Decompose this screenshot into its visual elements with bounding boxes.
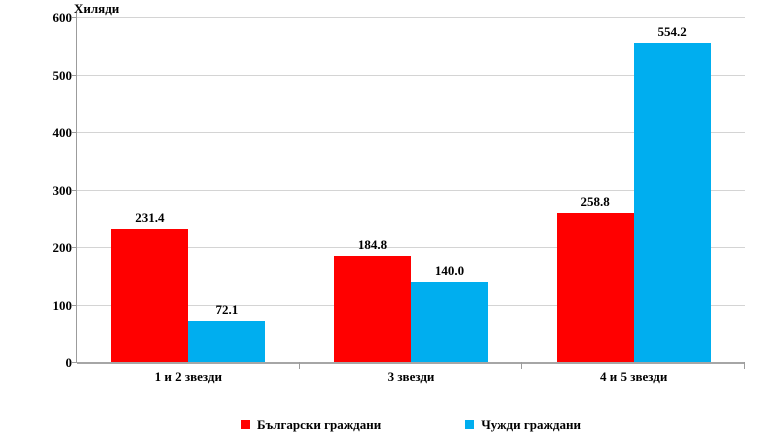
y-axis-tick xyxy=(72,74,77,76)
legend-label: Чужди граждани xyxy=(481,417,581,432)
y-tick-label: 600 xyxy=(52,10,73,25)
y-tick-label: 300 xyxy=(52,182,73,198)
gridline xyxy=(77,74,745,76)
gridline xyxy=(77,17,745,18)
bar xyxy=(111,228,189,362)
y-axis-title: Хиляди xyxy=(74,1,120,16)
bar xyxy=(633,43,711,362)
bar-value-label: 258.8 xyxy=(580,194,610,210)
bar-value-label: 554.2 xyxy=(657,24,687,40)
x-category-label: 4 и 5 звезди xyxy=(600,369,668,384)
legend-swatch xyxy=(465,420,475,429)
legend-label: Български граждани xyxy=(257,417,382,432)
y-axis-tick xyxy=(72,362,77,363)
x-axis-line xyxy=(77,362,745,364)
y-axis-tick xyxy=(72,304,77,306)
y-tick-label: 200 xyxy=(52,240,73,255)
y-tick-label: 400 xyxy=(52,125,73,140)
y-axis-tick xyxy=(72,17,77,18)
x-category-label: 3 звезди xyxy=(387,369,435,384)
bar-value-label: 140.0 xyxy=(434,262,465,278)
gridline xyxy=(77,247,745,248)
bar-value-label: 231.4 xyxy=(135,209,165,225)
plot-area: 0 100 200 300 400 500 600 231.4 72.1 1 и 2 звезди… xyxy=(53,11,745,384)
y-tick-label: 0 xyxy=(65,355,73,370)
legend-swatch xyxy=(241,420,251,429)
y-tick-label: 100 xyxy=(52,297,73,313)
gridline xyxy=(77,132,745,133)
legend-item: Български граждани xyxy=(241,417,381,432)
y-axis-tick xyxy=(72,189,77,191)
x-category-label: 1 и 2 звезди xyxy=(154,369,222,384)
x-axis-tick xyxy=(521,362,523,369)
bar xyxy=(411,281,488,362)
y-axis-tick xyxy=(72,132,77,133)
bar xyxy=(334,255,411,362)
x-axis-tick xyxy=(298,362,300,369)
bar-value-label: 72.1 xyxy=(215,301,239,317)
y-tick-label: 500 xyxy=(52,67,73,83)
x-axis-tick xyxy=(744,362,745,369)
y-axis-line xyxy=(76,13,77,362)
legend-item: Чужди граждани xyxy=(465,417,581,432)
y-axis-tick xyxy=(72,247,77,248)
bar xyxy=(188,320,266,362)
gridline xyxy=(77,189,745,191)
legend: Български граждани Чужди граждани xyxy=(77,417,745,432)
bar-value-label: 184.8 xyxy=(357,236,388,252)
bar xyxy=(556,213,634,362)
